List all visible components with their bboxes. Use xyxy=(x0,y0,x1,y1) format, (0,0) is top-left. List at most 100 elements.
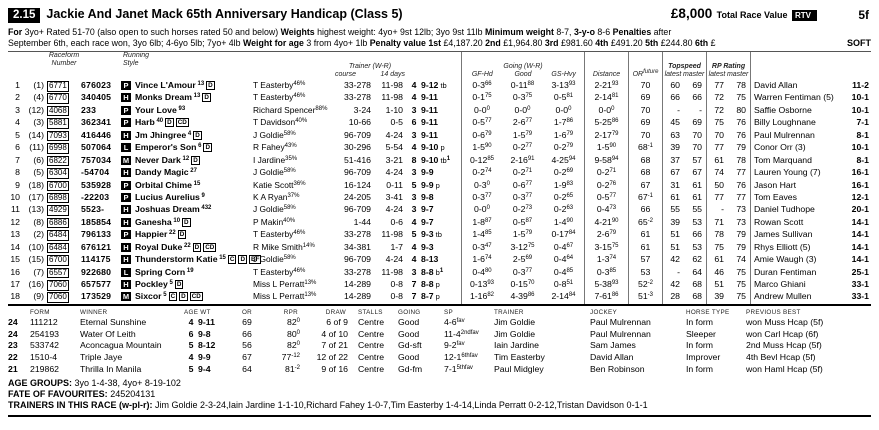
form-figures: 173529 xyxy=(81,291,112,302)
form-figures: 114175 xyxy=(81,254,111,265)
weight: 8-8 p xyxy=(421,279,440,289)
going-good: 0-377 xyxy=(512,266,533,277)
going-gs-hvy: 0-269 xyxy=(553,167,574,178)
jockey: Tom Eaves xyxy=(750,190,838,204)
fourteen-day-record: 1-10 xyxy=(385,104,403,115)
draw-number: (15) xyxy=(28,254,44,265)
winner-sp: 4-6fav xyxy=(444,316,465,327)
betting-odds: 16-1 xyxy=(851,167,869,178)
header-raceform-number: Raceform Number xyxy=(48,52,80,67)
rp-master: 75 xyxy=(736,279,746,289)
weight: 9-11 xyxy=(421,92,438,103)
going-good: 0-277 xyxy=(512,142,533,153)
distance-record: 0-473 xyxy=(584,203,628,216)
main-table-header: Raceform Number Running Style Trainer (W-R… xyxy=(8,52,871,79)
horse-name: Dandy Magic 27 xyxy=(135,167,197,178)
betting-odds: 20-1 xyxy=(851,204,869,215)
trainer: T Davidson40% xyxy=(253,117,308,128)
fourteen-day-record: 5-54 xyxy=(385,142,403,153)
winner-weight: 9-4 xyxy=(198,364,211,375)
wh-trainer: TRAINER xyxy=(494,308,524,316)
winner-year: 24 xyxy=(8,328,18,339)
going-gs-hvy: 3-1393 xyxy=(551,80,576,90)
form-figures: 796133 xyxy=(81,229,112,240)
topspeed-master: 66 xyxy=(692,92,702,103)
horse-name: Spring Corn 19 xyxy=(135,266,194,277)
form-figures: 340405 xyxy=(81,92,112,103)
wh-rpr: RPR xyxy=(283,308,298,316)
course-record: 96-709 xyxy=(343,167,371,178)
running-style: P xyxy=(121,104,135,117)
course-record: 33-278 xyxy=(343,266,371,277)
official-rating: 69 xyxy=(628,116,662,129)
winner-going: Good xyxy=(398,352,420,363)
winner-age: 4 xyxy=(188,316,194,327)
trainer: Miss L Perratt13% xyxy=(253,291,317,302)
distance-record: 0-385 xyxy=(584,265,628,280)
topspeed-latest: 28 xyxy=(662,290,684,304)
official-rating: 68 xyxy=(628,153,662,168)
running-style: M xyxy=(121,155,131,165)
past-winner-row: 24 111212 Eternal Sunshine 4 9-11 69 820 6 of 9… xyxy=(8,317,871,329)
raceform-number: 4068 xyxy=(47,105,69,117)
raceform-number: 6304 xyxy=(47,168,69,179)
runner-row: 2 (4) 6770 340405 H Monks Dream 13 D T Easterby… xyxy=(8,91,871,104)
conditions-line: September 6th, each race won, 3yo 6lb; 4… xyxy=(8,37,716,48)
betting-odds: 33-1 xyxy=(851,291,869,302)
wh-form: FORM xyxy=(30,308,50,316)
winner-previous-best: 2nd Muss Hcap (5f) xyxy=(746,340,822,351)
rp-latest: 77 xyxy=(706,141,728,155)
form-figures: 416446 xyxy=(81,129,112,140)
rp-master: 73 xyxy=(736,216,746,227)
going-gf-hd: 1-1682 xyxy=(461,290,502,304)
betting-odds: 8-1 xyxy=(856,154,869,165)
age: 3 xyxy=(411,266,417,277)
betting-odds: 16-1 xyxy=(851,179,869,190)
winner-year: 24 xyxy=(8,316,18,327)
jockey: James Sullivan xyxy=(750,228,838,242)
winner-stalls: Centre xyxy=(358,364,385,375)
draw-number: (14) xyxy=(28,129,44,140)
winners-table-header: FORM WINNER AGE WT OR RPR DRAW STALLS GO… xyxy=(8,308,871,317)
running-style: P xyxy=(121,228,135,241)
winner-going: Gd-sft xyxy=(398,340,422,351)
fourteen-day-record: 0-8 xyxy=(390,291,403,302)
winner-or: 56 xyxy=(242,340,252,351)
winner-form: 219862 xyxy=(30,364,59,375)
fourteen-day-record: 0-8 xyxy=(390,279,403,289)
draw-number: (8) xyxy=(33,216,44,227)
betting-odds: 7-1 xyxy=(856,117,869,128)
topspeed-master: 61 xyxy=(692,191,702,202)
official-rating: 68 xyxy=(628,166,662,179)
runners-table: 1 (1) 6771 676023 P Vince L'Amour 13 D T Easter… xyxy=(8,79,871,306)
wh-sp: SP xyxy=(444,308,453,316)
fourteen-day-record: 3-41 xyxy=(385,191,403,202)
winner-year: 21 xyxy=(8,364,18,375)
fourteen-day-record: 11-98 xyxy=(381,80,403,90)
distance-record: 5-2586 xyxy=(584,116,628,129)
form-figures: 507064 xyxy=(81,142,112,153)
wh-winner: WINNER xyxy=(80,308,108,316)
betting-odds: 10-1 xyxy=(851,92,869,103)
horse-name: Joshuas Dream 432 xyxy=(135,204,212,215)
winner-rpr: 77-12 xyxy=(281,352,300,363)
runner-number: 16 xyxy=(10,266,20,277)
betting-odds: 25-1 xyxy=(851,266,869,277)
winner-weight: 9-9 xyxy=(198,352,211,363)
age: 7 xyxy=(411,291,417,302)
going-good: 0-1570 xyxy=(510,279,535,289)
topspeed-latest: 61 xyxy=(662,190,684,204)
runner-row: 16 (7) 6557 922680 L Spring Corn 19 T Easterby… xyxy=(8,265,871,280)
runner-number: 7 xyxy=(15,154,20,165)
wh-agewt: AGE WT xyxy=(184,308,211,316)
rp-master: 75 xyxy=(736,266,746,277)
topspeed-latest: 67 xyxy=(662,166,684,179)
raceform-number: 6700 xyxy=(47,255,69,266)
age: 4 xyxy=(411,216,417,227)
topspeed-master: - xyxy=(699,104,702,115)
rp-latest: 61 xyxy=(706,253,728,266)
wh-horse-type: HORSE TYPE xyxy=(686,308,730,316)
topspeed-latest: 51 xyxy=(662,240,684,254)
course-record: 34-381 xyxy=(343,241,371,252)
